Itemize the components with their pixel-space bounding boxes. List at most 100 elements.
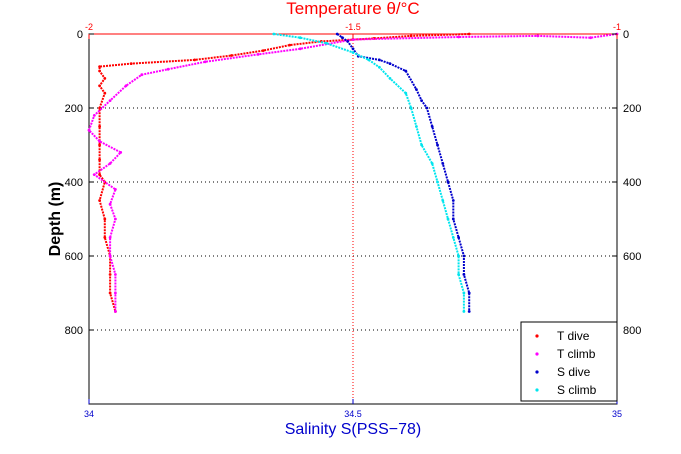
y-tick-label-left: 600 bbox=[65, 251, 83, 263]
bottom-tick-label: 34 bbox=[84, 409, 94, 419]
data-point bbox=[415, 88, 418, 91]
data-point bbox=[446, 217, 450, 221]
data-point bbox=[462, 273, 466, 276]
data-point bbox=[335, 32, 339, 36]
data-point bbox=[119, 151, 123, 154]
top-tick-label: -2 bbox=[85, 22, 93, 32]
data-point bbox=[420, 99, 423, 102]
data-point bbox=[92, 114, 96, 117]
data-point bbox=[114, 273, 117, 276]
data-point bbox=[457, 273, 460, 276]
data-point bbox=[351, 38, 355, 41]
data-point bbox=[425, 106, 429, 110]
legend-label: T dive bbox=[557, 329, 590, 343]
series-trace bbox=[336, 33, 471, 312]
data-point bbox=[108, 236, 112, 239]
data-point bbox=[98, 84, 101, 88]
bottom-axis-label: Salinity S(PSS−78) bbox=[285, 421, 422, 438]
data-point bbox=[457, 35, 460, 39]
data-point bbox=[441, 162, 445, 165]
series-trace bbox=[273, 33, 465, 312]
data-point bbox=[103, 77, 107, 80]
data-point bbox=[462, 254, 466, 258]
data-point bbox=[87, 128, 91, 132]
y-tick-label-left: 400 bbox=[65, 177, 83, 189]
data-point bbox=[98, 69, 101, 73]
data-point bbox=[420, 143, 423, 147]
data-point bbox=[430, 162, 434, 165]
data-point bbox=[409, 106, 413, 110]
data-point bbox=[436, 180, 439, 184]
data-point bbox=[288, 43, 291, 47]
data-point bbox=[108, 254, 112, 258]
y-axis-label: Depth (m) bbox=[47, 182, 64, 257]
data-point bbox=[378, 58, 381, 62]
ticks: 0 0 200 200 400 400 600 600 800 800 -2 -1.5 -1 34 34.5… bbox=[65, 22, 642, 419]
data-point bbox=[451, 217, 455, 221]
data-point bbox=[325, 41, 328, 45]
y-tick-label-left: 200 bbox=[65, 103, 83, 115]
data-point bbox=[367, 58, 371, 62]
data-point bbox=[108, 162, 112, 165]
legend-marker bbox=[535, 388, 539, 392]
y-tick-label-right: 0 bbox=[623, 29, 629, 41]
series-s-climb bbox=[272, 32, 466, 313]
data-point bbox=[98, 125, 101, 128]
bottom-tick-label: 34.5 bbox=[344, 409, 362, 419]
data-point bbox=[114, 310, 117, 313]
data-point bbox=[103, 91, 107, 95]
series-t-climb bbox=[87, 32, 619, 313]
data-point bbox=[415, 125, 418, 128]
data-point bbox=[98, 139, 101, 143]
data-point bbox=[103, 217, 107, 221]
data-point bbox=[193, 58, 197, 62]
legend-marker bbox=[535, 352, 539, 356]
series-t-dive bbox=[98, 32, 471, 313]
data-point bbox=[351, 47, 355, 51]
legend-label: S climb bbox=[557, 383, 597, 397]
data-point bbox=[166, 67, 170, 71]
data-point bbox=[98, 173, 101, 177]
y-tick-label-right: 800 bbox=[623, 325, 641, 337]
data-point bbox=[256, 53, 260, 56]
top-tick-label: -1 bbox=[613, 22, 621, 32]
data-point bbox=[98, 65, 101, 68]
data-point bbox=[436, 143, 439, 147]
series-s-dive bbox=[335, 32, 471, 313]
data-point bbox=[451, 199, 455, 202]
series-layer bbox=[87, 32, 619, 313]
data-point bbox=[346, 40, 350, 43]
legend-marker bbox=[535, 370, 539, 374]
data-point bbox=[457, 236, 460, 239]
data-point bbox=[103, 236, 107, 239]
legend: T dive T climb S dive S climb bbox=[520, 321, 618, 402]
data-point bbox=[108, 202, 112, 206]
top-axis-label: Temperature θ/°C bbox=[286, 0, 419, 18]
data-point bbox=[108, 99, 112, 102]
data-point bbox=[298, 36, 302, 40]
data-point bbox=[462, 310, 466, 313]
data-point bbox=[108, 291, 112, 295]
data-point bbox=[114, 217, 117, 221]
data-point bbox=[378, 65, 381, 69]
data-point bbox=[404, 91, 408, 95]
data-point bbox=[341, 36, 344, 40]
data-point bbox=[536, 34, 540, 38]
data-point bbox=[124, 84, 128, 88]
top-tick-label: -1.5 bbox=[345, 22, 361, 32]
data-point bbox=[261, 49, 265, 52]
data-point bbox=[451, 236, 455, 239]
data-point bbox=[441, 199, 445, 202]
data-point bbox=[467, 310, 471, 313]
data-point bbox=[108, 273, 112, 276]
data-point bbox=[589, 36, 592, 40]
data-point bbox=[457, 254, 460, 258]
data-point bbox=[230, 54, 234, 57]
data-point bbox=[98, 143, 101, 147]
y-tick-label-right: 400 bbox=[623, 177, 641, 189]
y-tick-label-right: 600 bbox=[623, 251, 641, 263]
data-point bbox=[98, 158, 101, 162]
data-point bbox=[351, 51, 355, 54]
legend-label: S dive bbox=[557, 365, 591, 379]
